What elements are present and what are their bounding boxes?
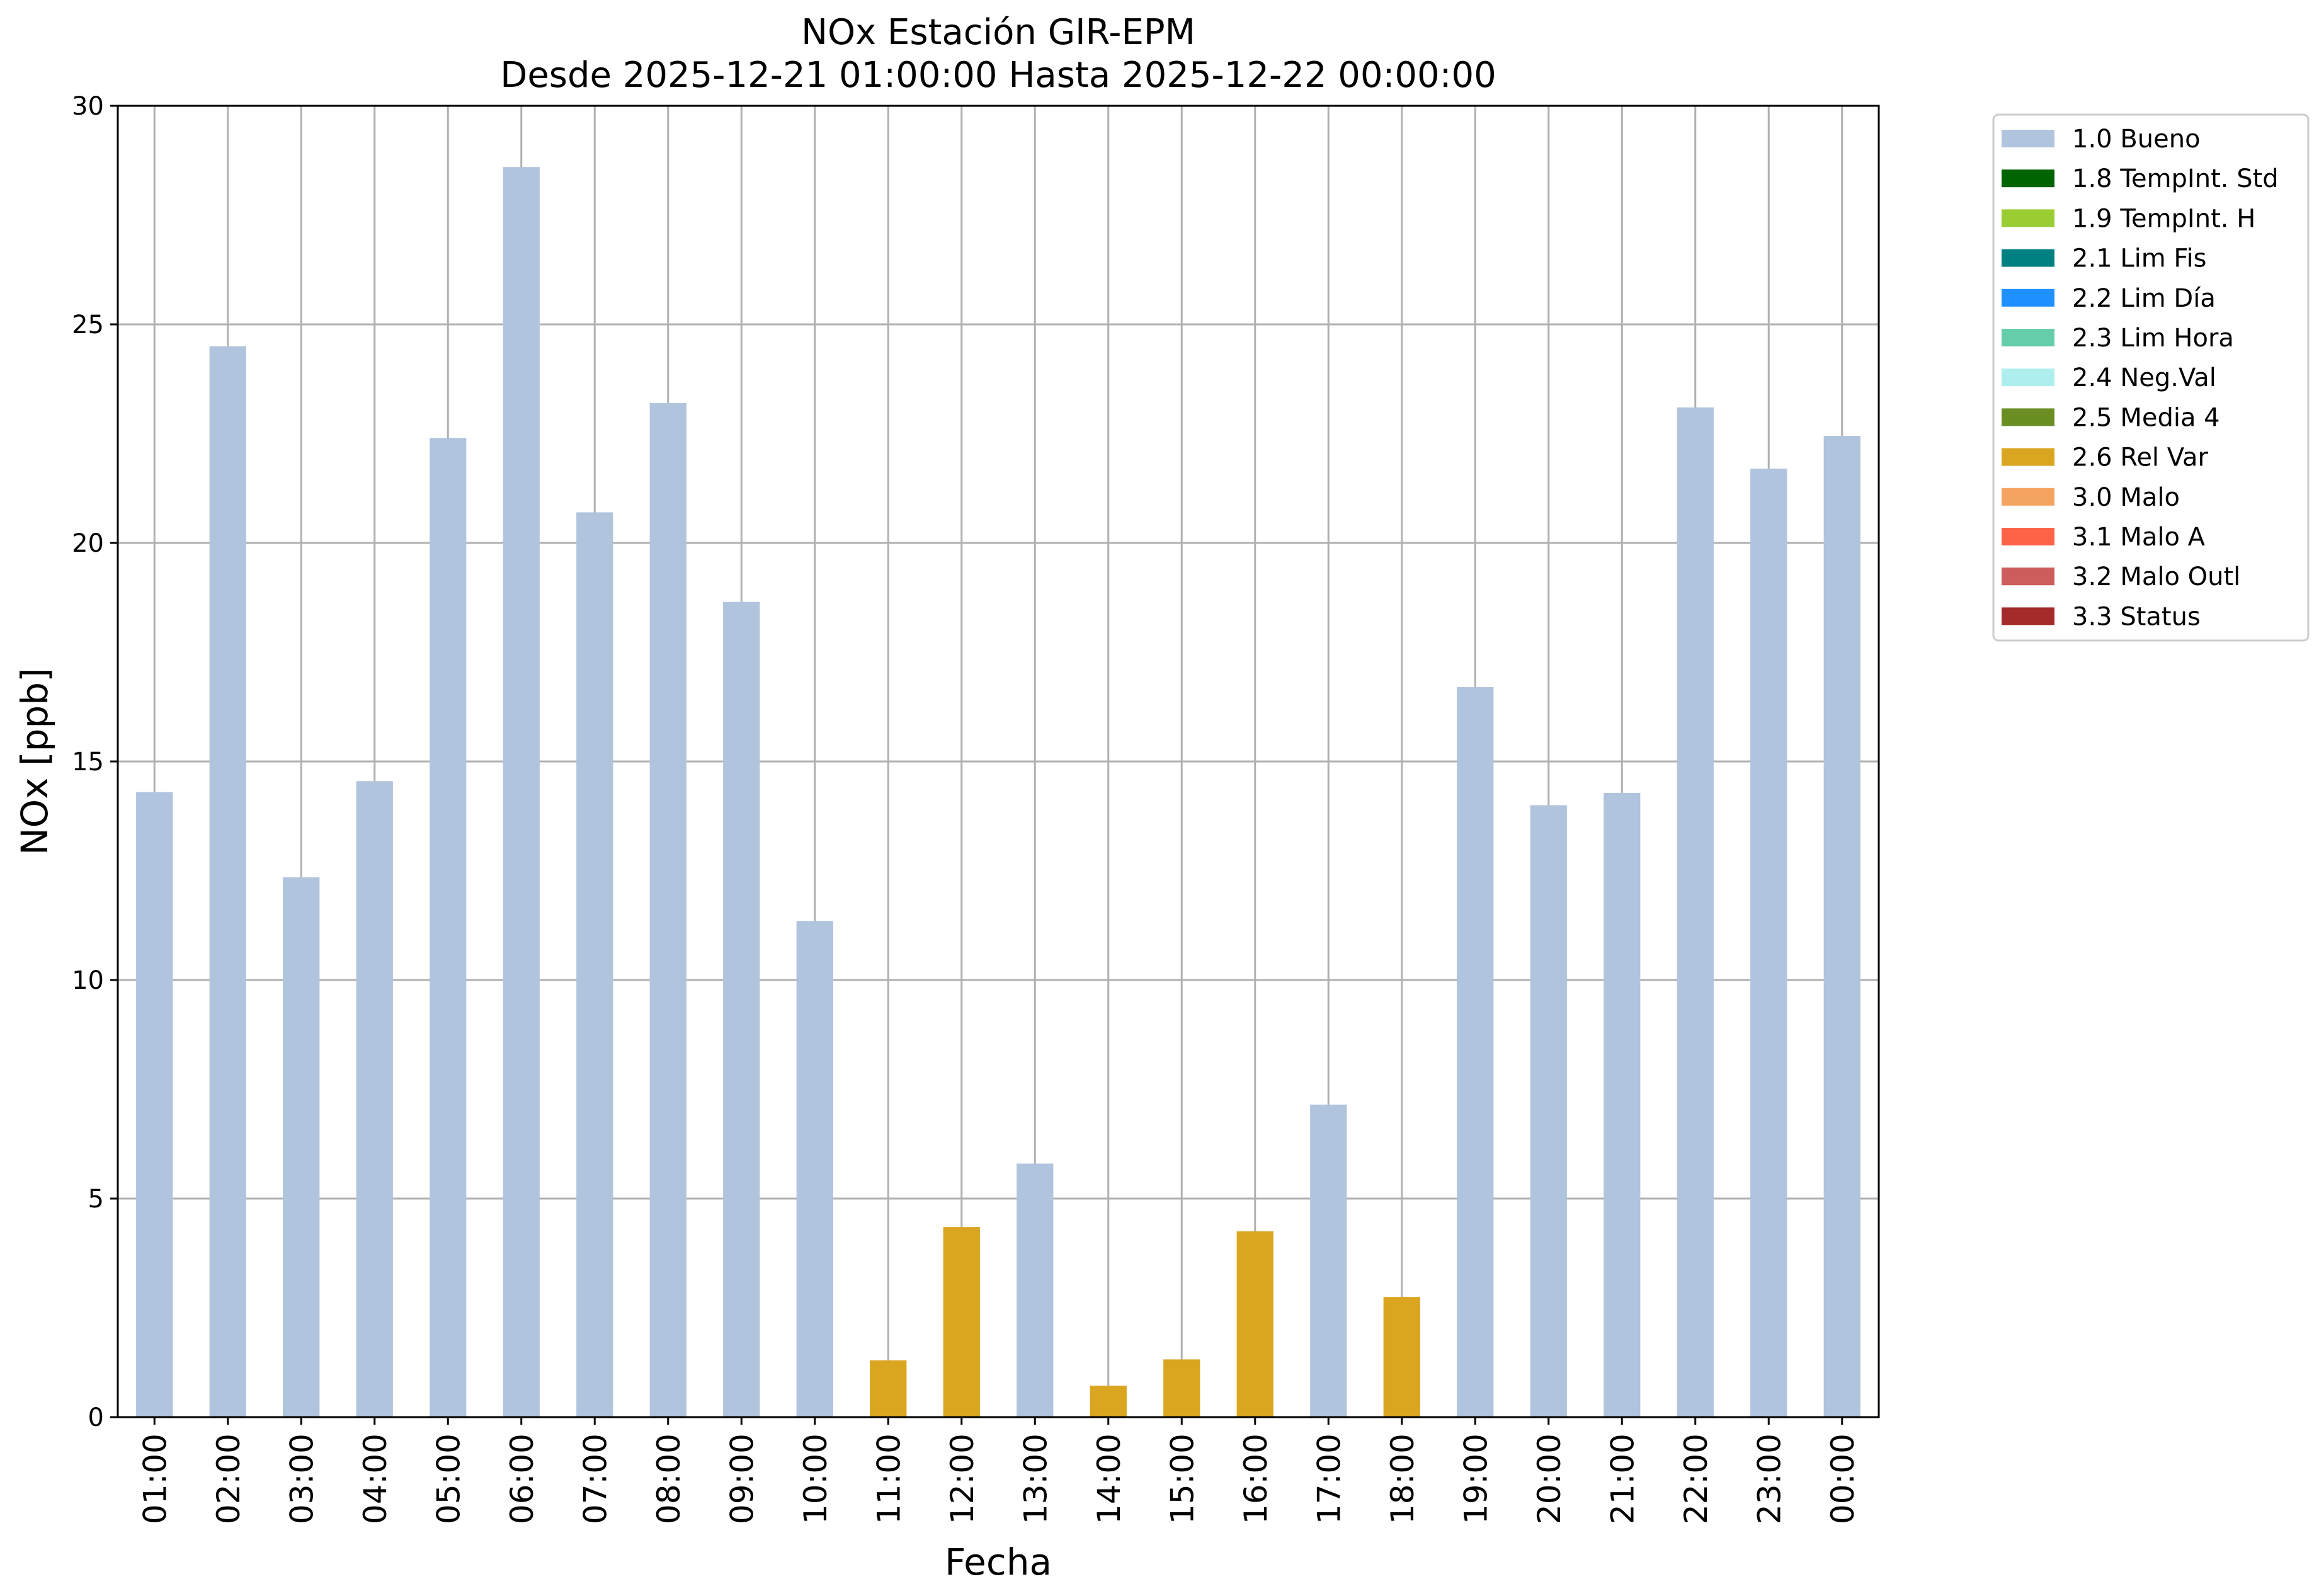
legend-box — [1992, 113, 2310, 642]
legend-label: 1.8 TempInt. Std — [2072, 164, 2279, 193]
legend-swatch — [2002, 408, 2054, 426]
x-tick-label: 22:00 — [1678, 1434, 1714, 1524]
legend-swatch — [2002, 288, 2054, 307]
legend-swatch — [2002, 209, 2054, 227]
x-tick-label: 01:00 — [137, 1434, 173, 1524]
x-tick-label: 12:00 — [944, 1434, 981, 1524]
bar — [283, 877, 320, 1417]
x-tick-label: 05:00 — [430, 1434, 467, 1524]
legend: 1.0 Bueno 1.8 TempInt. Std 1.9 TempInt. H 2… — [1992, 113, 2310, 642]
y-tick-label: 10 — [72, 966, 104, 995]
y-axis-label: NOx [ppb] — [13, 668, 56, 855]
bar — [503, 167, 540, 1417]
x-axis-label: Fecha — [945, 1541, 1052, 1583]
x-tick-label: 17:00 — [1311, 1434, 1347, 1524]
bar — [1090, 1386, 1127, 1417]
y-tick-label: 15 — [72, 748, 104, 777]
bars — [136, 167, 1860, 1418]
legend-swatch — [2002, 169, 2054, 188]
legend-swatch — [2002, 607, 2054, 625]
x-tick-label: 18:00 — [1384, 1434, 1421, 1524]
bar — [870, 1360, 907, 1417]
bar — [723, 601, 760, 1418]
legend-label: 1.9 TempInt. H — [2072, 204, 2255, 233]
x-tick-label: 16:00 — [1238, 1434, 1274, 1524]
bar — [1823, 435, 1860, 1417]
chart-subtitle: Desde 2025-12-21 01:00:00 Hasta 2025-12-… — [500, 55, 1496, 96]
y-tick-label: 25 — [72, 311, 104, 339]
legend-swatch — [2002, 130, 2054, 147]
legend-swatch — [2002, 329, 2054, 346]
legend-label: 2.1 Lim Fis — [2072, 244, 2206, 273]
legend-label: 3.3 Status — [2072, 602, 2201, 631]
x-tick-label: 08:00 — [651, 1434, 687, 1524]
bar — [1383, 1297, 1420, 1417]
bar — [136, 792, 173, 1417]
bar — [1750, 469, 1787, 1417]
x-tick-label: 21:00 — [1604, 1434, 1641, 1524]
legend-label: 1.0 Bueno — [2072, 125, 2201, 154]
x-tick-label: 20:00 — [1531, 1434, 1568, 1524]
bar — [576, 512, 613, 1418]
bar — [1310, 1104, 1347, 1417]
legend-swatch — [2002, 368, 2054, 387]
y-tick-label: 0 — [88, 1403, 104, 1432]
legend-label: 3.0 Malo — [2072, 483, 2180, 512]
legend-label: 2.5 Media 4 — [2072, 403, 2220, 432]
x-tick-label: 03:00 — [283, 1434, 320, 1524]
bar — [1017, 1163, 1054, 1417]
bar — [356, 781, 393, 1417]
legend-swatch — [2002, 487, 2054, 506]
legend-swatch — [2002, 249, 2054, 267]
bar — [209, 346, 246, 1418]
x-tick-label: 00:00 — [1825, 1434, 1861, 1524]
y-tick-label: 30 — [72, 92, 104, 121]
x-tick-label: 09:00 — [724, 1434, 760, 1524]
bar — [796, 921, 833, 1417]
legend-label: 2.4 Neg.Val — [2072, 363, 2216, 392]
chart-title: NOx Estación GIR-EPM — [801, 12, 1195, 53]
bar — [1604, 792, 1641, 1417]
bar — [430, 438, 467, 1418]
legend-swatch — [2002, 528, 2054, 545]
y-tick-label: 20 — [72, 529, 104, 558]
x-tick-label: 15:00 — [1164, 1434, 1200, 1524]
bar — [1530, 805, 1567, 1417]
x-tick-label: 04:00 — [357, 1434, 394, 1524]
x-tick-label: 13:00 — [1017, 1434, 1054, 1524]
legend-swatch — [2002, 448, 2054, 466]
x-tick-label: 02:00 — [210, 1434, 247, 1524]
legend-label: 2.6 Rel Var — [2072, 443, 2209, 472]
legend-label: 3.1 Malo A — [2072, 523, 2206, 552]
x-tick-label: 11:00 — [870, 1434, 907, 1524]
y-axis-ticks: 0 5 10 15 20 25 30 — [72, 92, 118, 1432]
legend-label: 2.3 Lim Hora — [2072, 324, 2234, 353]
bar — [1236, 1231, 1273, 1417]
y-tick-label: 5 — [88, 1185, 104, 1214]
x-tick-label: 19:00 — [1457, 1434, 1494, 1524]
x-tick-label: 10:00 — [797, 1434, 834, 1524]
legend-label: 2.2 Lim Día — [2072, 284, 2216, 313]
x-tick-label: 23:00 — [1751, 1434, 1787, 1524]
bar — [649, 402, 687, 1418]
bar — [943, 1227, 980, 1417]
x-axis-ticks: 01:00 02:00 03:00 04:00 05:00 06:00 07:00 08:00… — [137, 1417, 1861, 1524]
legend-swatch — [2002, 567, 2054, 586]
bar — [1457, 687, 1494, 1417]
x-tick-label: 14:00 — [1091, 1434, 1127, 1524]
bar — [1163, 1359, 1200, 1417]
x-tick-label: 07:00 — [577, 1434, 613, 1524]
bar — [1677, 407, 1714, 1417]
x-tick-label: 06:00 — [504, 1434, 540, 1524]
legend-label: 3.2 Malo Outl — [2072, 562, 2240, 591]
